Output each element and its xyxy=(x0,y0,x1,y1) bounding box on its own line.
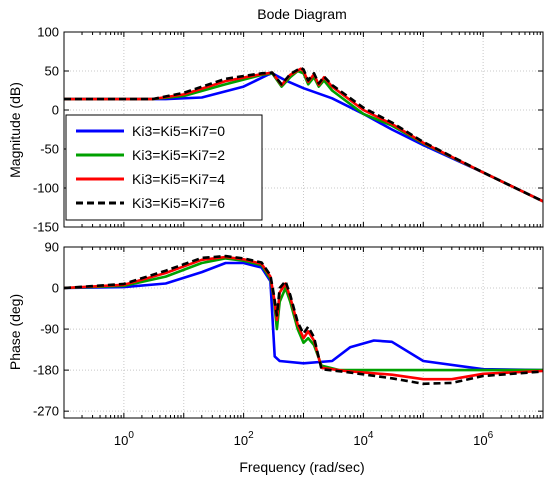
magnitude-y-tick-label: 50 xyxy=(45,64,59,79)
magnitude-y-tick-label: 0 xyxy=(52,103,59,118)
phase-axis-label: Phase (deg) xyxy=(7,294,23,370)
magnitude-y-tick-label: -150 xyxy=(33,220,59,235)
phase-frame xyxy=(63,246,544,419)
magnitude-axis-label: Magnitude (dB) xyxy=(7,82,23,178)
x-tick-label: 100 xyxy=(114,430,134,448)
magnitude-frame xyxy=(63,31,544,228)
phase-y-tick-label: 0 xyxy=(52,281,59,296)
phase-plot-area xyxy=(64,247,543,418)
legend: Ki3=Ki5=Ki7=0 Ki3=Ki5=Ki7=2 Ki3=Ki5=Ki7=4 K… xyxy=(65,114,263,221)
magnitude-y-tick-label: -50 xyxy=(40,142,59,157)
legend-entry-3: Ki3=Ki5=Ki7=6 xyxy=(132,195,225,211)
phase-y-tick-label: 90 xyxy=(45,240,59,255)
phase-series-line-2 xyxy=(64,255,543,381)
magnitude-series-line-3 xyxy=(64,66,543,203)
phase-y-tick-label: -90 xyxy=(40,322,59,337)
phase-panel: 90 0 -90 -180 -270 100 102 104 106 xyxy=(33,240,544,448)
legend-entry-2: Ki3=Ki5=Ki7=4 xyxy=(132,171,225,187)
phase-y-tick-label: -270 xyxy=(33,404,59,419)
magnitude-series-line-0 xyxy=(64,72,543,203)
magnitude-y-tick-label: -100 xyxy=(33,181,59,196)
magnitude-series-line-2 xyxy=(64,67,543,203)
x-tick-label: 106 xyxy=(473,430,493,448)
frequency-axis-label: Frequency (rad/sec) xyxy=(239,459,364,475)
x-tick-label: 104 xyxy=(353,430,373,448)
x-tick-label: 102 xyxy=(234,430,254,448)
legend-entry-0: Ki3=Ki5=Ki7=0 xyxy=(132,123,225,139)
magnitude-y-tick-label: 100 xyxy=(37,25,59,40)
chart-title: Bode Diagram xyxy=(257,6,347,22)
phase-y-tick-label: -180 xyxy=(33,363,59,378)
phase-series-line-0 xyxy=(64,261,543,372)
legend-entry-1: Ki3=Ki5=Ki7=2 xyxy=(132,147,225,163)
phase-series-line-3 xyxy=(64,254,543,386)
